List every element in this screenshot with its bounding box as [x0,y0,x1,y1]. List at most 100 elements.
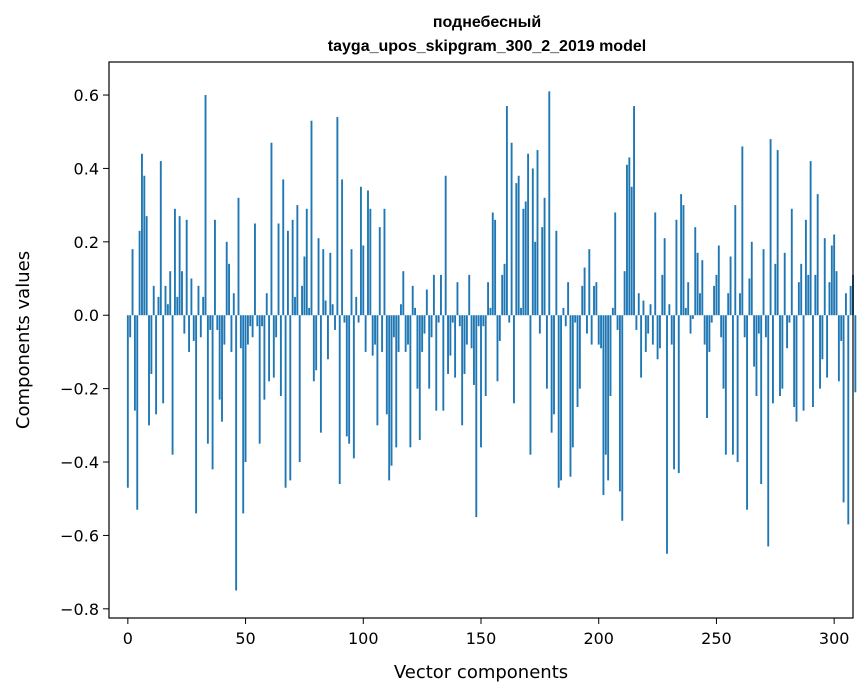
bar-246 [706,315,708,418]
bar-182 [555,230,558,316]
bar-113 [392,315,395,338]
bar-9 [148,315,150,426]
bar-208 [616,315,619,330]
bar-86 [329,252,332,316]
bar-151 [482,315,485,327]
bar-34 [206,315,209,444]
bar-122 [414,307,417,316]
bar-178 [545,315,548,389]
bar-301 [835,271,838,316]
bar-28 [192,315,195,341]
bar-213 [628,157,631,316]
bar-82 [319,315,322,433]
x-tick-label-3: 150 [466,629,497,648]
bar-156 [494,219,497,316]
bar-8 [145,216,148,316]
bar-236 [682,205,685,316]
bar-108 [381,315,384,352]
bar-215 [633,106,635,316]
bar-226 [658,315,661,349]
bar-35 [209,315,212,330]
bar-242 [696,252,699,316]
bar-10 [150,315,153,374]
bar-176 [541,227,544,316]
bar-295 [821,315,824,360]
bar-170 [527,153,530,316]
bar-87 [331,304,334,316]
bar-33 [204,95,207,316]
bar-121 [411,285,414,316]
bar-36 [211,315,214,470]
bar-144 [465,315,468,345]
bar-146 [470,315,473,349]
bar-69 [289,315,292,481]
bar-300 [833,234,836,316]
bar-64 [277,223,280,316]
bar-180 [550,315,553,433]
bar-160 [503,263,506,316]
bar-285 [797,282,800,316]
bar-46 [235,315,238,591]
bar-109 [383,208,386,316]
chart-title: поднебесный [433,14,541,31]
bar-120 [409,315,412,448]
bar-148 [475,315,478,518]
bar-207 [614,212,617,316]
bar-256 [729,256,732,316]
bar-65 [279,315,282,396]
bar-163 [510,142,513,316]
bar-0 [126,315,129,488]
bar-79 [312,315,315,382]
bar-58 [263,315,266,400]
bar-168 [522,208,525,316]
bar-59 [265,293,268,316]
bar-149 [477,315,480,327]
bar-304 [842,315,845,503]
bar-270 [762,249,765,316]
bar-277 [779,315,781,396]
bar-119 [407,315,409,345]
bar-276 [776,150,779,316]
bar-67 [284,315,287,488]
bar-161 [505,106,508,316]
bar-101 [364,315,367,352]
bar-55 [256,315,259,327]
bar-219 [642,300,645,316]
bar-49 [242,315,245,514]
bar-136 [447,315,449,374]
bar-263 [746,315,748,510]
bar-157 [496,315,499,382]
bar-258 [734,205,737,316]
bar-212 [626,164,628,316]
plot-frame [108,61,854,619]
bar-77 [308,307,311,316]
bar-145 [468,274,471,316]
bar-228 [663,238,666,316]
bar-203 [604,315,607,455]
bar-184 [560,315,562,481]
bar-210 [621,315,624,521]
bar-225 [656,315,659,360]
bar-187 [567,282,570,316]
bar-135 [444,175,447,316]
bar-20 [173,208,176,316]
bar-57 [261,315,263,327]
bar-282 [790,208,793,316]
bar-298 [828,282,831,316]
bar-188 [569,315,572,477]
bar-100 [362,245,365,316]
bar-68 [286,230,289,316]
bar-48 [239,315,242,349]
bar-15 [162,315,165,404]
bar-138 [451,315,454,323]
bar-50 [244,315,247,463]
y-tick-label-7: 0.6 [74,86,99,105]
bar-97 [355,296,358,316]
bar-189 [571,315,574,448]
bar-247 [708,315,711,352]
bar-26 [188,315,190,352]
bar-173 [534,241,537,316]
bar-237 [684,307,687,316]
bar-90 [338,315,341,485]
bar-205 [609,315,612,396]
